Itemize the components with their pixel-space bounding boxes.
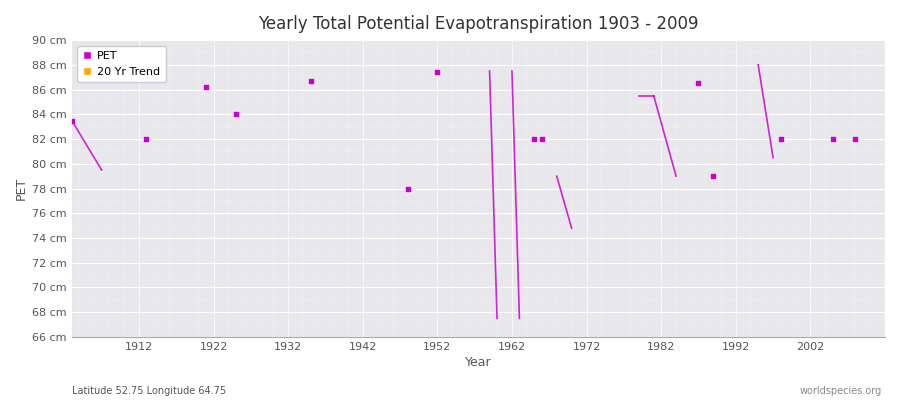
Point [706, 173, 721, 179]
Point [430, 69, 445, 76]
Text: worldspecies.org: worldspecies.org [800, 386, 882, 396]
Y-axis label: PET: PET [15, 177, 28, 200]
Point [229, 111, 243, 118]
Point [527, 136, 542, 142]
Point [848, 136, 862, 142]
Point [303, 78, 318, 84]
Point [691, 80, 706, 87]
Legend: PET, 20 Yr Trend: PET, 20 Yr Trend [77, 46, 166, 82]
Point [773, 136, 788, 142]
Point [535, 136, 549, 142]
Point [825, 136, 840, 142]
Title: Yearly Total Potential Evapotranspiration 1903 - 2009: Yearly Total Potential Evapotranspiratio… [258, 15, 698, 33]
Point [199, 84, 213, 90]
Point [65, 117, 79, 124]
X-axis label: Year: Year [465, 356, 491, 369]
Point [400, 185, 415, 192]
Point [140, 136, 154, 142]
Text: Latitude 52.75 Longitude 64.75: Latitude 52.75 Longitude 64.75 [72, 386, 226, 396]
